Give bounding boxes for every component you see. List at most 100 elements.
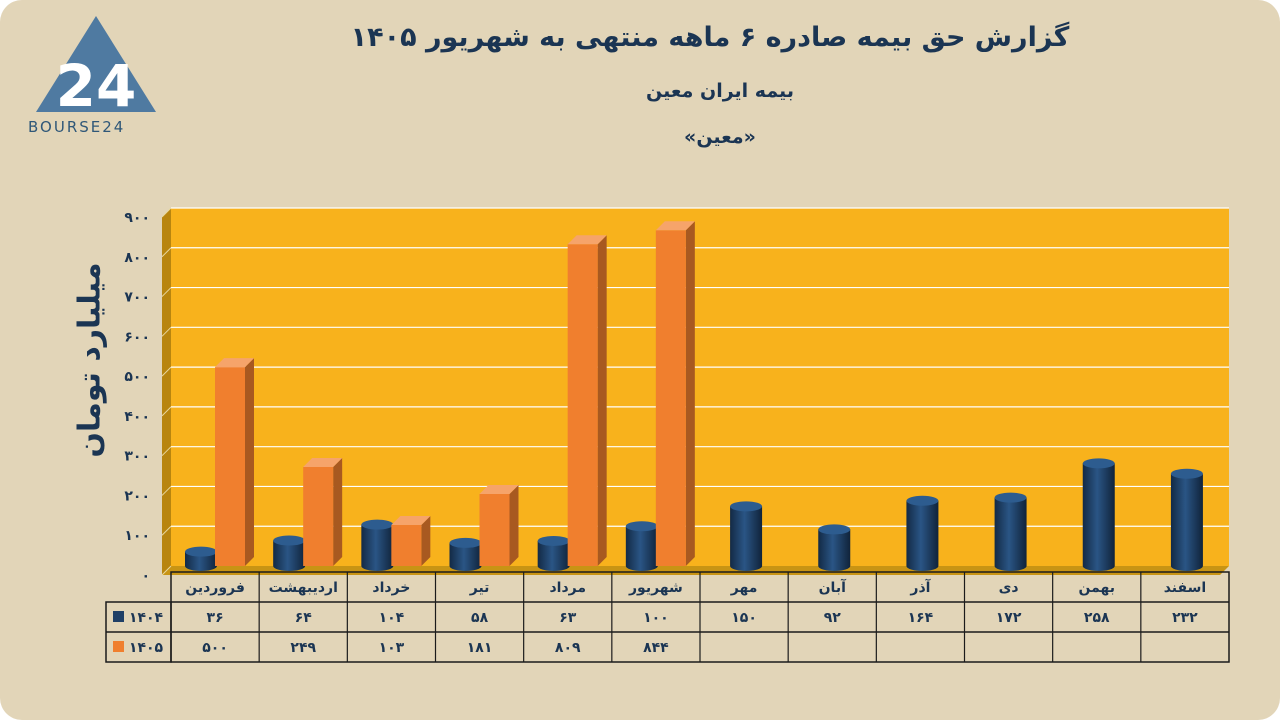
bar-1405 <box>391 525 422 566</box>
bar-1404 <box>537 540 570 571</box>
data-label-1404: ۶۴ <box>295 610 313 626</box>
gridline-wall <box>161 247 172 258</box>
bar-1404 <box>449 542 482 571</box>
bar-1405-side <box>421 516 431 566</box>
data-label-1404: ۱۵۰ <box>731 610 757 626</box>
bar-1405-side <box>597 235 607 566</box>
gridline-wall <box>161 326 172 337</box>
x-category-label: دی <box>999 580 1019 596</box>
y-tick-label: ۸۰۰ <box>124 250 150 266</box>
bar-1405-top <box>303 457 343 467</box>
x-category-label: آبان <box>819 578 847 596</box>
chart-subtitle: بیمه ایران معین <box>646 80 794 102</box>
bar-1405-side <box>685 221 695 566</box>
bar-1404-top <box>730 501 763 512</box>
plot-side-wall <box>162 208 171 575</box>
bar-1405-side <box>245 358 254 566</box>
chart-ticker: «معین» <box>684 126 756 148</box>
data-label-1404: ۵۸ <box>471 610 489 626</box>
bar-1404-top <box>449 537 482 548</box>
bar-1405-top <box>479 485 519 495</box>
bar-1404 <box>361 524 394 571</box>
x-category-label: خرداد <box>372 580 410 596</box>
bar-1405-top <box>567 235 607 245</box>
bar-1404 <box>273 540 306 571</box>
gridline-wall <box>161 406 172 417</box>
bar-1404 <box>818 529 851 571</box>
data-label-1404: ۲۵۸ <box>1084 610 1110 626</box>
bar-1404 <box>1082 463 1115 571</box>
plot-floor <box>162 566 1229 575</box>
data-label-1405: ۱۰۳ <box>379 640 405 656</box>
bar-1405 <box>215 367 245 566</box>
data-label-1404: ۱۷۲ <box>996 610 1022 626</box>
bar-1405-side <box>333 457 343 566</box>
bar-1405-top <box>655 221 695 231</box>
plot-area <box>171 208 1229 566</box>
bar-1405 <box>479 494 510 566</box>
bar-1404 <box>994 497 1027 571</box>
bar-1404 <box>625 526 658 571</box>
bar-1404-top <box>185 546 217 557</box>
bar-1405 <box>303 466 334 566</box>
gridline-wall <box>161 207 172 218</box>
x-category-label: بهمن <box>1079 580 1115 596</box>
legend-key-1405 <box>113 641 124 652</box>
bar-1404 <box>1170 473 1203 571</box>
gridline-wall <box>161 486 172 496</box>
x-category-label: مهر <box>730 580 758 596</box>
y-tick-label: ۵۰۰ <box>124 369 150 385</box>
data-label-1405: ۱۸۱ <box>467 640 493 656</box>
data-label-1405: ۸۴۴ <box>643 640 669 656</box>
data-label-1405: ۵۰۰ <box>202 640 228 656</box>
x-category-label: تیر <box>469 580 490 596</box>
x-category-label: شهریور <box>628 580 683 596</box>
legend-label-1405: ۱۴۰۵ <box>129 640 164 656</box>
y-tick-label: ۲۰۰ <box>124 488 150 504</box>
bar-1405 <box>567 244 598 566</box>
data-label-1404: ۳۶ <box>207 610 224 626</box>
y-tick-label: ۳۰۰ <box>124 449 150 465</box>
bar-1404-top <box>994 492 1027 503</box>
x-category-label: مرداد <box>549 580 586 596</box>
bar-1404-top <box>906 495 939 506</box>
data-label-1404: ۹۲ <box>824 610 842 626</box>
y-tick-label: ۶۰۰ <box>124 329 150 345</box>
bourse24-logo: 24 <box>36 16 156 120</box>
gridline-wall <box>161 366 172 377</box>
x-category-label: آذر <box>909 578 931 596</box>
y-tick-label: ۹۰۰ <box>124 210 150 226</box>
data-label-1404: ۱۶۴ <box>908 610 934 626</box>
y-tick-label: ۱۰۰ <box>124 528 150 544</box>
bar-1404 <box>185 551 217 571</box>
bar-1404-top <box>625 521 658 532</box>
svg-text:24: 24 <box>56 52 137 120</box>
y-tick-label: ۷۰۰ <box>124 290 150 306</box>
bar-1404-top <box>361 519 394 530</box>
y-tick-label: ۰ <box>141 568 150 584</box>
data-label-1404: ۲۳۲ <box>1172 610 1198 626</box>
bar-1404-top <box>818 524 851 535</box>
bar-1404-top <box>537 535 570 546</box>
bar-1405-top <box>391 516 431 526</box>
bar-1404-top <box>1170 468 1203 479</box>
bar-1404-top <box>273 535 306 546</box>
bar-1404 <box>906 500 939 571</box>
bar-1405 <box>655 230 686 566</box>
gridline-wall <box>161 565 172 576</box>
y-tick-label: ۴۰۰ <box>124 409 150 425</box>
data-label-1404: ۱۰۰ <box>643 610 669 626</box>
legend-key-1404 <box>113 611 124 622</box>
data-label-1404: ۱۰۴ <box>379 610 405 626</box>
x-category-label: اردیبهشت <box>269 580 338 596</box>
bar-1404-top <box>1082 458 1115 469</box>
gridline-wall <box>161 287 172 297</box>
gridline-wall <box>161 446 172 457</box>
bar-1404 <box>730 506 763 571</box>
gridline-wall <box>161 525 172 536</box>
x-category-label: اسفند <box>1164 580 1206 596</box>
chart-title: گزارش حق بیمه صادره ۶ ماهه منتهی به شهری… <box>350 22 1070 53</box>
x-category-label: فروردین <box>185 580 245 596</box>
